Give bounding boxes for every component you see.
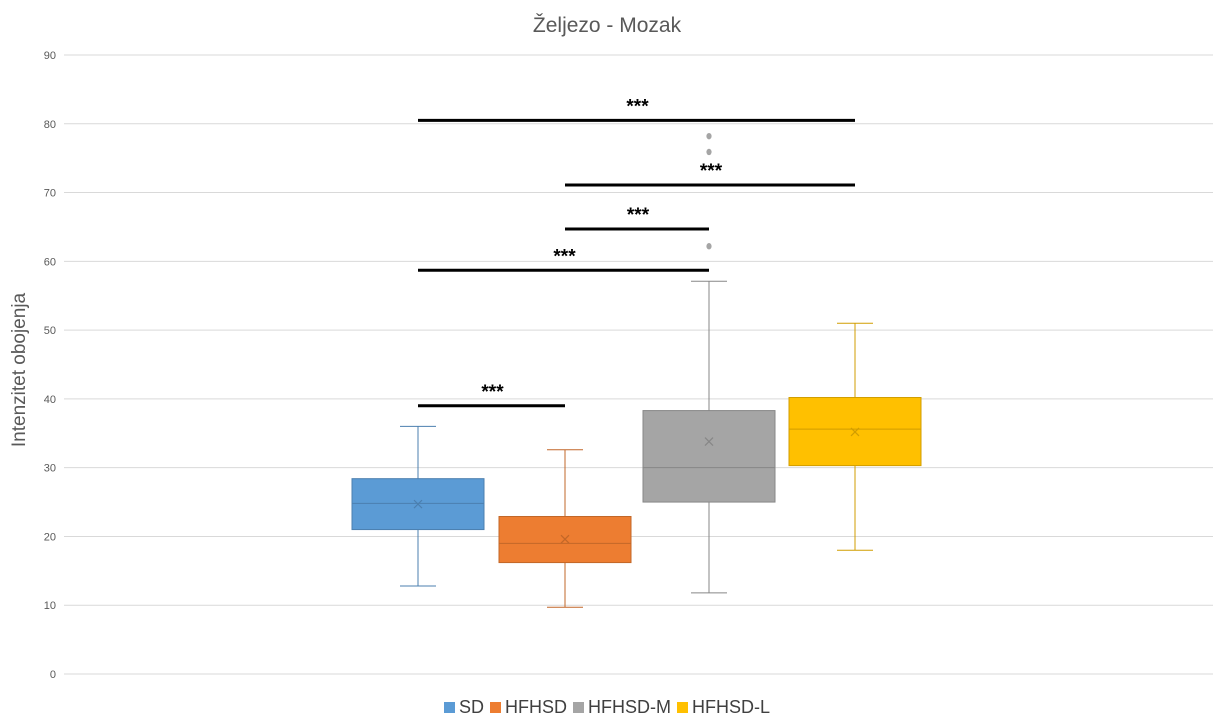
significance-label: *** xyxy=(700,161,723,182)
significance-bar: *** xyxy=(565,161,855,187)
y-tick-label: 30 xyxy=(44,463,56,475)
mean-marker xyxy=(704,437,714,446)
box-iqr xyxy=(642,410,776,503)
legend-item-hfhsd-l: HFHSD-L xyxy=(677,697,770,718)
y-axis-label: Intenzitet obojenja xyxy=(9,292,30,448)
y-axis-ticks: 0 10 20 30 40 50 60 70 80 90 xyxy=(44,50,56,681)
legend-label: HFHSD xyxy=(505,697,567,717)
legend-label: HFHSD-M xyxy=(588,697,671,717)
legend-label: SD xyxy=(458,697,484,717)
significance-label: *** xyxy=(553,246,576,267)
outlier-point xyxy=(706,243,712,250)
y-tick-label: 50 xyxy=(44,325,56,337)
y-tick-label: 90 xyxy=(44,50,56,62)
significance-bar: *** xyxy=(565,205,709,231)
boxes xyxy=(351,132,922,608)
significance-label: *** xyxy=(627,205,650,226)
legend-item-sd: SD xyxy=(443,697,484,718)
chart-title: Željezo - Mozak xyxy=(532,14,682,37)
legend-swatch xyxy=(443,702,455,713)
mean-marker xyxy=(413,499,423,509)
legend: SD HFHSD HFHSD-M HFHSD-L xyxy=(0,697,1214,718)
y-tick-label: 70 xyxy=(44,188,56,200)
y-tick-label: 10 xyxy=(44,600,56,612)
box-hfhsd-m xyxy=(642,132,776,594)
significance-bar: *** xyxy=(418,96,855,122)
gridlines xyxy=(64,54,1213,675)
significance-bar: *** xyxy=(418,246,709,272)
significance-annotations: *** *** *** *** *** xyxy=(418,96,855,408)
significance-bar: *** xyxy=(418,382,565,408)
legend-label: HFHSD-L xyxy=(692,697,771,717)
box-hfhsd xyxy=(498,449,632,608)
y-tick-label: 80 xyxy=(44,119,56,131)
significance-label: *** xyxy=(481,382,504,403)
y-tick-label: 20 xyxy=(44,531,56,543)
legend-swatch xyxy=(677,702,688,713)
significance-label: *** xyxy=(626,96,649,117)
y-tick-label: 0 xyxy=(50,669,56,681)
box-sd xyxy=(351,425,485,587)
outlier-point xyxy=(706,148,712,156)
legend-swatch xyxy=(490,702,501,713)
y-tick-label: 40 xyxy=(44,394,56,406)
box-hfhsd-l xyxy=(788,322,922,551)
legend-item-hfhsd-m: HFHSD-M xyxy=(573,697,671,718)
y-tick-label: 60 xyxy=(44,256,56,268)
mean-marker xyxy=(850,427,860,437)
mean-marker xyxy=(560,534,570,544)
legend-item-hfhsd: HFHSD xyxy=(490,697,567,718)
legend-swatch xyxy=(573,702,584,713)
outlier-point xyxy=(706,132,712,140)
